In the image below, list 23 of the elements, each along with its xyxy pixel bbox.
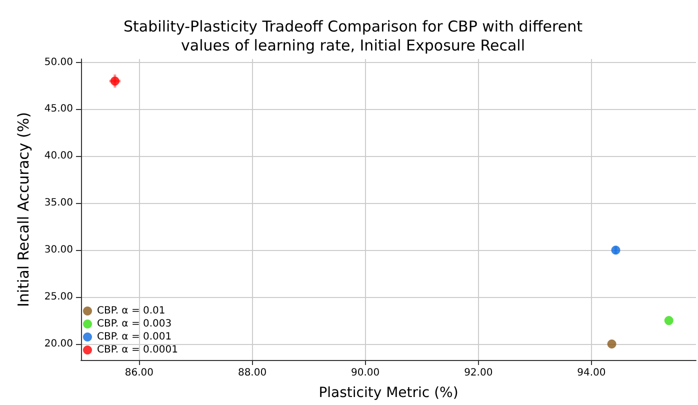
chart-title: Stability-Plasticity Tradeoff Comparison for CBP with different values of learning rate, Initial Exposure Recall — [124, 18, 583, 54]
legend-label: CBP. α = 0.0001 — [97, 344, 178, 356]
x-tick-label: 88.00 — [238, 368, 267, 378]
x-tick-label: 92.00 — [464, 368, 493, 378]
x-tick-label: 90.00 — [351, 368, 380, 378]
point — [110, 76, 120, 86]
x-axis-title: Plasticity Metric (%) — [318, 385, 458, 401]
legend-label: CBP. α = 0.01 — [97, 306, 166, 316]
x-tick-label: 94.00 — [577, 368, 606, 378]
point — [611, 246, 620, 255]
legend-label: CBP. α = 0.003 — [97, 318, 172, 330]
y-tick-label: 30.00 — [44, 244, 73, 256]
legend-label: CBP. α = 0.001 — [97, 332, 172, 342]
point — [664, 316, 674, 326]
y-tick-label: 35.00 — [44, 198, 73, 209]
y-tick-label: 50.00 — [44, 56, 73, 68]
x-tick-label: 86.00 — [124, 368, 154, 378]
point — [607, 340, 616, 349]
y-tick-label: 45.00 — [44, 104, 73, 115]
y-tick-label: 25.00 — [44, 292, 73, 303]
y-tick-label: 40.00 — [44, 150, 73, 162]
y-tick-label: 20.00 — [44, 338, 73, 350]
y-axis-title: Initial Recall Accuracy (%) — [14, 112, 32, 307]
